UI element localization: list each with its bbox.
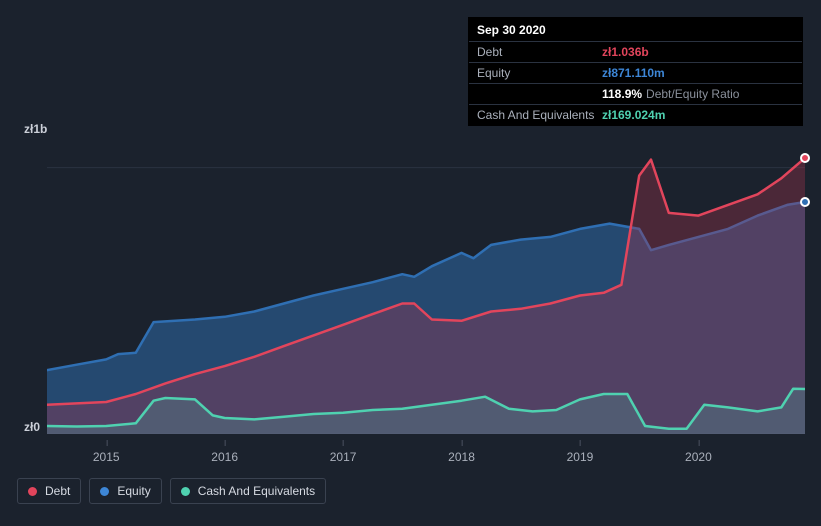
x-tick: 2020	[685, 450, 712, 464]
tooltip-row-value: zł1.036b	[602, 45, 649, 59]
legend-item[interactable]: Equity	[89, 478, 161, 504]
legend-label: Debt	[45, 484, 70, 498]
x-tick: 2015	[93, 450, 120, 464]
y-axis-label-bottom: zł0	[24, 420, 40, 434]
tooltip-row-suffix: Debt/Equity Ratio	[646, 87, 739, 101]
tooltip-row: 118.9% Debt/Equity Ratio	[469, 84, 802, 105]
x-tick: 2018	[448, 450, 475, 464]
tooltip-row-label: Equity	[477, 66, 602, 80]
hover-tooltip: Sep 30 2020 Debtzł1.036bEquityzł871.110m…	[468, 17, 803, 126]
tooltip-row-value: zł169.024m	[602, 108, 665, 122]
tooltip-row-label: Cash And Equivalents	[477, 108, 602, 122]
legend-label: Cash And Equivalents	[198, 484, 315, 498]
tooltip-row-value: zł871.110m	[602, 66, 665, 80]
legend-dot	[181, 487, 190, 496]
x-tick: 2017	[330, 450, 357, 464]
tooltip-row-label: Debt	[477, 45, 602, 59]
y-axis-label-top: zł1b	[24, 122, 47, 136]
chart-plot-area	[47, 141, 805, 434]
x-axis: 2015 2016 2017 2018 2019 2020	[47, 440, 805, 465]
legend-label: Equity	[117, 484, 150, 498]
tooltip-row-value: 118.9%	[602, 87, 642, 101]
tooltip-row: Cash And Equivalentszł169.024m	[469, 105, 802, 125]
legend-item[interactable]: Debt	[17, 478, 81, 504]
x-tick: 2016	[211, 450, 238, 464]
x-tick: 2019	[567, 450, 594, 464]
legend-dot	[28, 487, 37, 496]
legend-dot	[100, 487, 109, 496]
tooltip-row: Equityzł871.110m	[469, 63, 802, 84]
tooltip-date: Sep 30 2020	[469, 18, 802, 42]
end-marker-equity	[800, 197, 810, 207]
tooltip-row-label	[477, 87, 602, 101]
tooltip-row: Debtzł1.036b	[469, 42, 802, 63]
legend-item[interactable]: Cash And Equivalents	[170, 478, 326, 504]
chart-legend: Debt Equity Cash And Equivalents	[17, 478, 326, 504]
end-marker-debt	[800, 153, 810, 163]
